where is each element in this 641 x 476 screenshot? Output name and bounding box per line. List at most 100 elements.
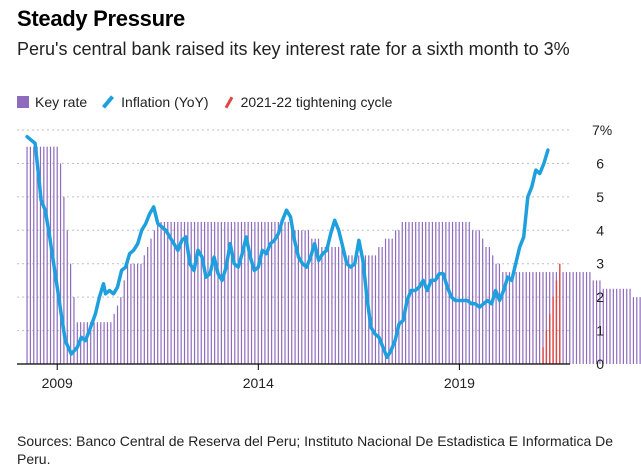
key-rate-bar <box>542 272 544 364</box>
tightening-bar <box>555 280 558 364</box>
key-rate-bar <box>391 238 393 364</box>
legend-item-inflation: Inflation (YoY) <box>101 94 209 110</box>
key-rate-bar <box>311 238 313 364</box>
key-rate-bar <box>585 272 588 364</box>
key-rate-bar <box>428 221 430 364</box>
key-rate-bars <box>26 146 641 364</box>
y-tick-label: 2 <box>596 289 604 305</box>
key-rate-bar <box>130 263 132 364</box>
key-rate-bar <box>277 221 279 364</box>
key-rate-bar <box>565 272 568 364</box>
key-rate-bar <box>297 230 300 364</box>
key-rate-bar <box>401 221 403 364</box>
key-rate-bar <box>461 221 464 364</box>
key-rate-bar <box>183 221 186 364</box>
key-rate-bar <box>321 247 323 364</box>
key-rate-bar <box>177 221 179 364</box>
key-rate-bar <box>468 221 470 364</box>
key-rate-bar <box>90 322 92 364</box>
key-rate-bar <box>70 263 72 364</box>
inflation-line <box>25 134 550 360</box>
tightening-bar <box>559 263 561 364</box>
key-rate-bar <box>411 221 413 364</box>
key-rate-bar <box>458 221 460 364</box>
key-rate-bar <box>244 221 246 364</box>
key-rate-bar <box>354 255 356 364</box>
key-rate-bar <box>488 247 490 364</box>
key-rate-bar <box>528 272 531 364</box>
key-rate-bar <box>227 221 229 364</box>
key-rate-bar <box>388 238 390 364</box>
key-rate-bar <box>123 280 125 364</box>
key-rate-bar <box>197 221 199 364</box>
key-rate-bar <box>341 247 343 364</box>
key-rate-bar <box>539 272 541 364</box>
key-rate-bar <box>381 247 383 364</box>
key-rate-bar <box>66 230 68 364</box>
key-rate-bar <box>441 221 444 364</box>
key-rate-bar <box>153 230 155 364</box>
key-rate-bar <box>294 230 296 364</box>
key-rate-bar <box>338 247 340 364</box>
key-rate-bar <box>415 221 417 364</box>
x-tick-label: 2019 <box>444 375 475 391</box>
key-rate-bar <box>616 288 618 364</box>
key-rate-bar <box>307 230 310 364</box>
key-rate-bar <box>103 322 105 364</box>
key-rate-bar <box>267 221 269 364</box>
key-rate-bar <box>475 230 477 364</box>
key-rate-bar <box>472 230 474 364</box>
key-rate-bar <box>525 272 527 364</box>
key-rate-bar <box>204 221 206 364</box>
key-rate-bar <box>230 221 233 364</box>
key-rate-bar <box>589 272 591 364</box>
key-rate-bar <box>163 221 166 364</box>
key-rate-bar <box>240 221 243 364</box>
key-rate-bar <box>96 322 99 364</box>
key-rate-bar <box>562 272 564 364</box>
key-rate-bar <box>317 238 320 364</box>
key-rate-bar <box>214 221 216 364</box>
legend: Key rate Inflation (YoY) 2021-22 tighten… <box>17 94 406 110</box>
key-rate-bar <box>167 221 169 364</box>
key-rate-bar <box>207 221 209 364</box>
key-rate-bar <box>478 230 480 364</box>
source-note: Sources: Banco Central de Reserva del Pe… <box>17 433 614 467</box>
key-rate-bar <box>137 263 139 364</box>
key-rate-bar <box>324 247 326 364</box>
key-rate-bar <box>609 288 611 364</box>
key-rate-bar <box>190 221 192 364</box>
tightening-cycle-bars <box>542 263 561 364</box>
key-rate-bar <box>435 221 437 364</box>
key-rate-bar <box>455 221 457 364</box>
key-rate-bar <box>421 221 423 364</box>
y-tick-label: 5 <box>596 189 604 205</box>
key-rate-bar <box>86 322 88 364</box>
key-rate-bar <box>512 272 514 364</box>
key-rate-bar <box>451 221 454 364</box>
key-rate-bar <box>260 221 263 364</box>
key-rate-bar <box>579 272 581 364</box>
key-rate-bar <box>291 221 293 364</box>
key-rate-bar <box>157 221 159 364</box>
key-rate-bar <box>26 146 28 364</box>
key-rate-bar <box>394 230 397 364</box>
x-tick-label: 2009 <box>42 375 73 391</box>
key-rate-bar <box>572 272 574 364</box>
key-rate-bar <box>100 322 102 364</box>
key-rate-bar <box>234 221 236 364</box>
key-rate-bar <box>83 322 85 364</box>
key-rate-bar <box>331 247 333 364</box>
x-tick-label: 2014 <box>243 375 274 391</box>
key-rate-bar <box>575 272 578 364</box>
key-rate-bar <box>126 263 129 364</box>
key-rate-bar <box>348 255 350 364</box>
key-rate-bar <box>274 221 276 364</box>
legend-label-key-rate: Key rate <box>35 94 88 110</box>
key-rate-bar <box>46 146 48 364</box>
key-rate-bar <box>304 230 306 364</box>
key-rate-bar <box>508 272 511 364</box>
key-rate-bar <box>147 247 149 364</box>
key-rate-bar <box>49 146 52 364</box>
key-rate-bar <box>200 221 202 364</box>
